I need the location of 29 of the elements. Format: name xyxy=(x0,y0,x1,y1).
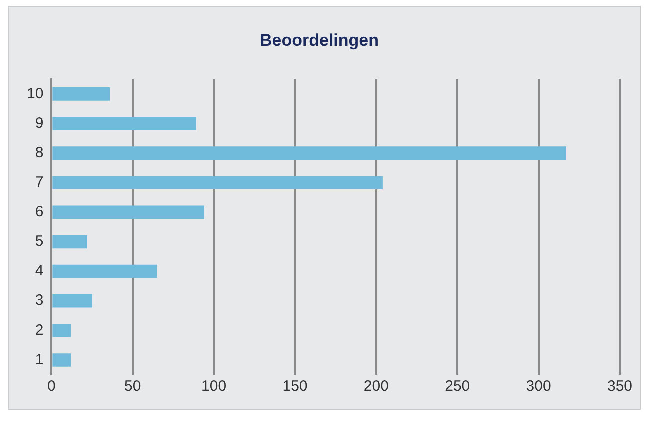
x-tick-label: 250 xyxy=(445,378,470,396)
bar xyxy=(52,264,158,278)
y-tick-label: 3 xyxy=(35,292,44,310)
x-tick-label: 50 xyxy=(124,378,142,396)
bar xyxy=(52,88,110,101)
bar xyxy=(52,235,88,249)
bar xyxy=(52,354,72,367)
bar xyxy=(52,146,566,160)
x-tick-label: 100 xyxy=(202,378,227,396)
y-tick-label: 7 xyxy=(35,174,44,191)
bar xyxy=(52,176,383,190)
x-tick-label: 300 xyxy=(526,378,552,396)
y-tick-label: 2 xyxy=(35,322,44,339)
y-tick-label: 5 xyxy=(35,233,44,250)
bar xyxy=(52,206,204,220)
bar xyxy=(52,324,72,338)
y-tick-label: 9 xyxy=(35,114,44,132)
y-tick-label: 10 xyxy=(26,85,44,102)
y-tick-label: 8 xyxy=(35,144,44,162)
bar xyxy=(52,294,92,308)
x-tick-label: 200 xyxy=(364,378,389,396)
y-tick-label: 4 xyxy=(35,262,44,280)
x-tick-label: 0 xyxy=(48,378,56,396)
y-tick-label: 1 xyxy=(35,351,44,368)
y-tick-label: 6 xyxy=(35,204,44,221)
x-tick-label: 150 xyxy=(282,378,308,396)
chart-title: Beoordelingen xyxy=(260,30,380,50)
bar xyxy=(52,117,196,130)
x-tick-label: 350 xyxy=(607,378,633,396)
